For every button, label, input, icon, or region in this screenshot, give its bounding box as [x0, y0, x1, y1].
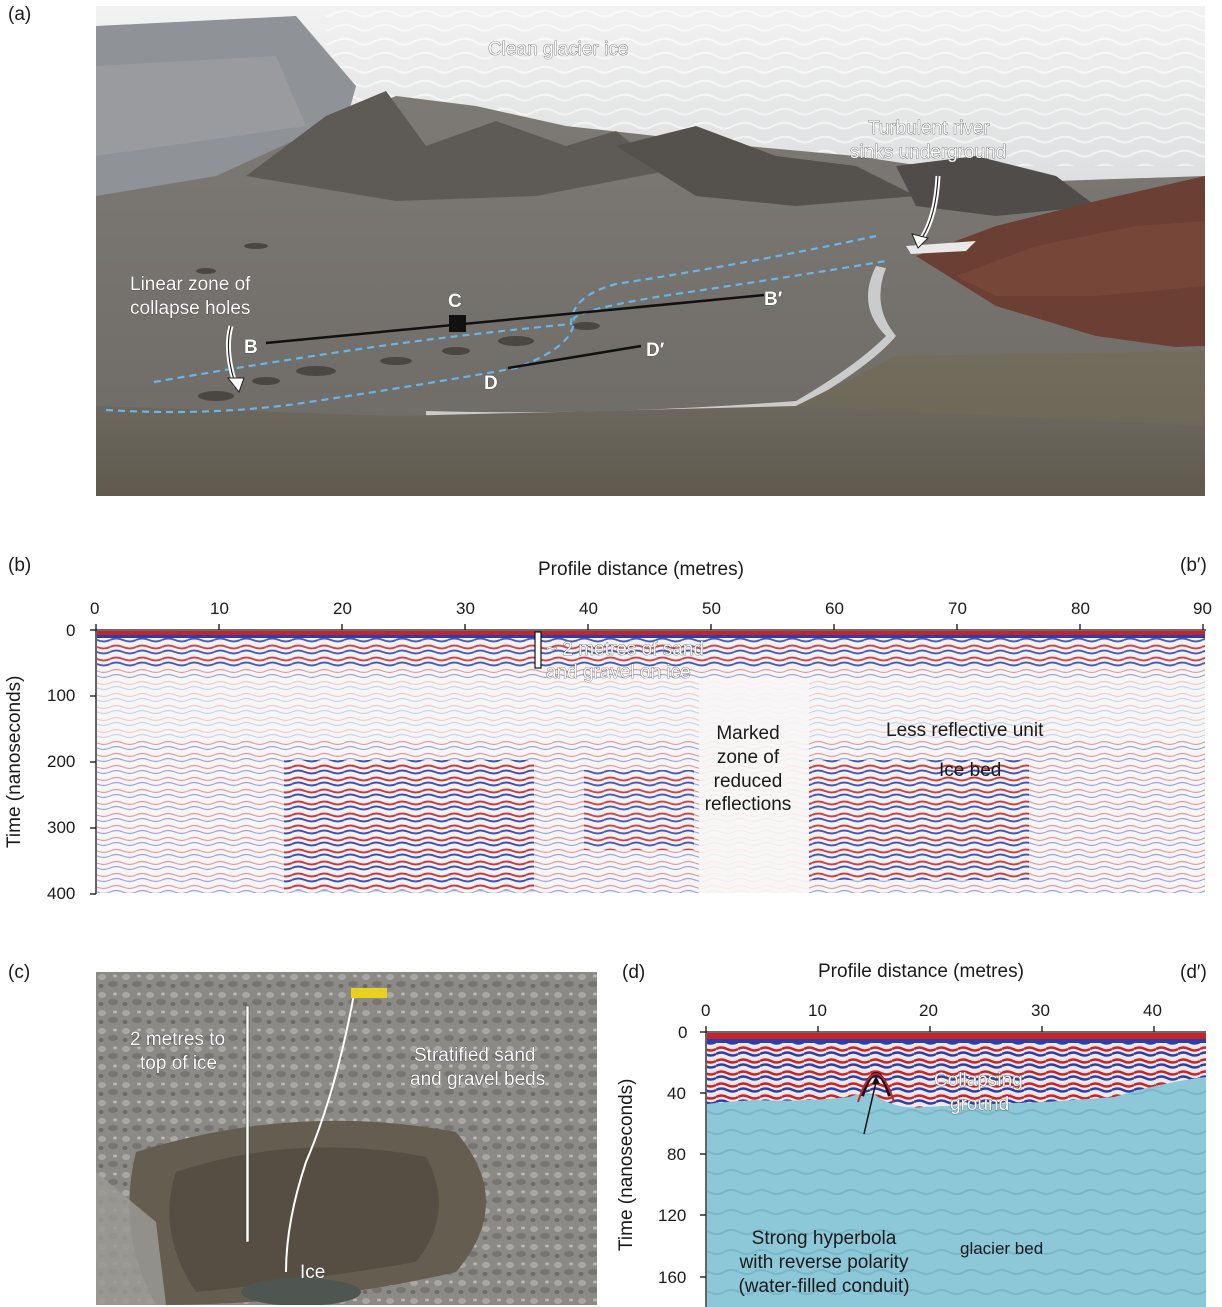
panel-d-x-title: Profile distance (metres) [818, 961, 1024, 982]
y-tick: 300 [47, 818, 76, 837]
panel-b-y-title: Time (nanoseconds) [4, 675, 25, 848]
panel-b-radargram: ~ 2 metres of sand and gravel on ice Mar… [90, 624, 1206, 895]
panel-d-letter-right: (d′) [1180, 962, 1207, 983]
y-tick: 100 [47, 686, 76, 705]
panel-b-letter-right: (b′) [1180, 555, 1207, 576]
x-tick: 40 [1143, 1001, 1162, 1020]
panel-c-photo: 2 metres to top of ice Stratified sand a… [96, 972, 597, 1305]
label-strat-1: Stratified sand [414, 1045, 535, 1066]
anno-hyp-1: Strong hyperbola [752, 1228, 897, 1249]
x-tick: 0 [701, 1001, 711, 1020]
label-linear-1: Linear zone of [130, 274, 251, 295]
y-tick: 400 [47, 884, 76, 903]
y-tick: 0 [66, 621, 76, 640]
label-clean-ice: Clean glacier ice [488, 39, 628, 60]
x-tick: 90 [1193, 599, 1212, 618]
label-two-m-2: top of ice [140, 1053, 217, 1074]
anno-hyp-2: with reverse polarity [739, 1252, 909, 1273]
x-tick: 20 [333, 599, 352, 618]
panel-d-radargram: Collapsing ground Strong hyperbola with … [700, 1026, 1206, 1307]
x-tick: 60 [825, 599, 844, 618]
label-two-m-1: 2 metres to [130, 1029, 225, 1050]
x-tick: 10 [808, 1001, 827, 1020]
anno-icebed: Ice bed [939, 760, 1001, 781]
panel-c-letter: (c) [8, 962, 31, 983]
anno-glacier-bed: glacier bed [960, 1239, 1043, 1258]
x-tick: 70 [948, 599, 967, 618]
anno-marked-1: Marked [716, 723, 779, 744]
anno-marked-3: reduced [714, 771, 783, 792]
y-tick: 200 [47, 752, 76, 771]
anno-hyp-3: (water-filled conduit) [738, 1276, 909, 1297]
label-linear-2: collapse holes [130, 298, 250, 319]
anno-collapse-1: Collapsing [934, 1070, 1023, 1091]
x-tick: 0 [90, 599, 100, 618]
anno-sand-2: and gravel on ice [546, 662, 691, 683]
label-turbulent-1: Turbulent river [868, 118, 990, 139]
label-b: B [244, 337, 258, 358]
panel-b-letter: (b) [8, 555, 32, 576]
y-tick: 0 [678, 1023, 688, 1042]
y-tick: 120 [658, 1206, 687, 1225]
x-tick: 80 [1071, 599, 1090, 618]
x-tick: 10 [210, 599, 229, 618]
anno-less: Less reflective unit [886, 720, 1044, 741]
anno-marked-2: zone of [717, 747, 780, 768]
label-ice: Ice [300, 1262, 325, 1283]
x-tick: 20 [919, 1001, 938, 1020]
panel-a-photo: Clean glacier ice Turbulent river sinks … [96, 6, 1205, 496]
panel-a-letter: (a) [8, 4, 32, 25]
x-tick: 50 [702, 599, 721, 618]
anno-sand-1: ~ 2 metres of sand [546, 639, 704, 660]
x-tick: 40 [579, 599, 598, 618]
panel-d-y-title: Time (nanoseconds) [616, 1078, 637, 1251]
panel-b-x-title: Profile distance (metres) [538, 559, 744, 580]
x-tick: 30 [1031, 1001, 1050, 1020]
label-turbulent-2: sinks underground [850, 142, 1006, 163]
x-tick: 30 [456, 599, 475, 618]
panel-d-letter: (d) [622, 962, 646, 983]
label-d: D [484, 373, 498, 394]
label-c: C [448, 291, 462, 312]
y-tick: 160 [658, 1268, 687, 1287]
anno-marked-4: reflections [705, 794, 792, 815]
label-b-prime: B′ [764, 289, 783, 310]
label-strat-2: and gravel beds [410, 1069, 545, 1090]
label-d-prime: D′ [646, 340, 665, 361]
y-tick: 80 [667, 1145, 686, 1164]
y-tick: 40 [667, 1084, 686, 1103]
anno-collapse-2: ground [950, 1094, 1009, 1115]
